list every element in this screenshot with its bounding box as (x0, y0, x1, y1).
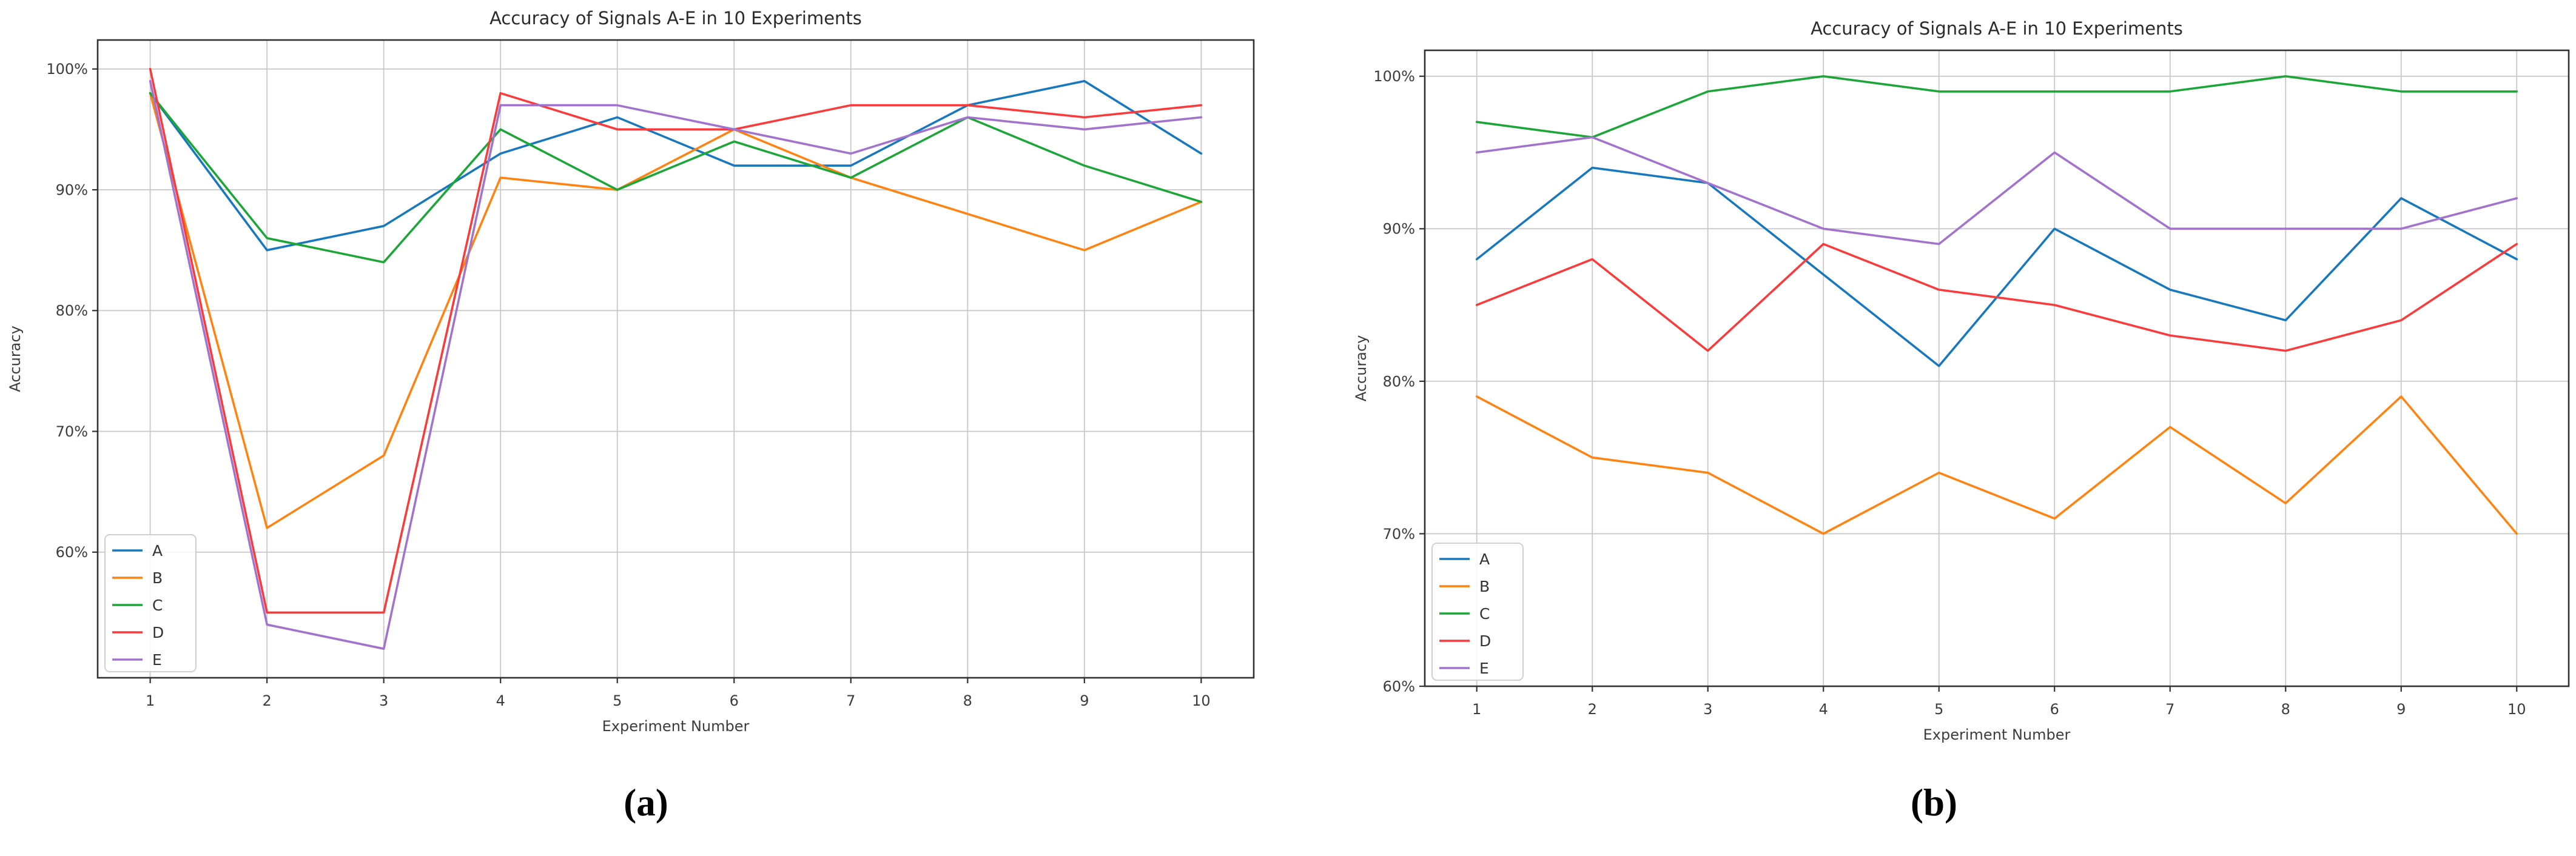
chart-a-caption: (a) (624, 781, 668, 824)
x-tick-label: 8 (2281, 701, 2290, 718)
x-tick-label: 10 (2507, 701, 2526, 718)
x-tick-label: 7 (2165, 701, 2174, 718)
x-tick-label: 1 (1472, 701, 1481, 718)
y-tick-label: 80% (56, 303, 88, 319)
series-E-line (149, 79, 1203, 650)
legend-label-A: A (1479, 550, 1490, 568)
series-A-line (149, 79, 1203, 252)
y-tick-label: 60% (1383, 678, 1415, 695)
x-tick-label: 6 (2050, 701, 2059, 718)
series-E-line (1475, 136, 2518, 246)
legend-label-D: D (152, 624, 164, 641)
legend-label-E: E (152, 651, 162, 669)
chart-b-canvas: 1 2 3 4 5 6 7 8 9 10 60% 70% 80% 90% 100% Accuracy of S… (1292, 0, 2576, 770)
legend-label-C: C (152, 597, 163, 614)
y-axis-label: Accuracy (1353, 335, 1370, 402)
y-tick-label: 100% (1373, 68, 1415, 85)
x-tick-label: 4 (496, 692, 505, 709)
series-B-line (1475, 395, 2518, 535)
legend-label-A: A (152, 542, 163, 560)
legend-label-C: C (1479, 605, 1490, 623)
x-tick-label: 9 (1080, 692, 1089, 709)
x-tick-label: 9 (2396, 701, 2406, 718)
legend-label-B: B (1479, 578, 1490, 595)
x-tick-label: 5 (1934, 701, 1943, 718)
y-tick-label: 60% (56, 544, 88, 561)
axis-ticks: 1 2 3 4 5 6 7 8 9 10 60% 70% 80% 90% 100% (1373, 68, 2526, 718)
y-tick-label: 100% (46, 61, 88, 78)
y-tick-label: 80% (1383, 373, 1415, 390)
x-axis-label: Experiment Number (1923, 726, 2071, 743)
x-tick-label: 1 (146, 692, 155, 709)
x-tick-label: 8 (963, 692, 972, 709)
y-tick-label: 70% (1383, 526, 1415, 543)
chart-a-figure: 1 2 3 4 5 6 7 8 9 10 60% 70% 80% 90% 100% Accuracy of S… (0, 0, 1292, 824)
gridlines (98, 40, 1254, 678)
series-C-line (149, 92, 1203, 264)
x-tick-label: 4 (1819, 701, 1828, 718)
x-tick-label: 5 (613, 692, 622, 709)
axis-ticks: 1 2 3 4 5 6 7 8 9 10 60% 70% 80% 90% 100% (46, 61, 1210, 709)
x-tick-label: 6 (730, 692, 739, 709)
x-tick-label: 3 (1703, 701, 1712, 718)
chart-b-caption: (b) (1911, 781, 1957, 824)
y-tick-label: 70% (56, 423, 88, 440)
chart-b-figure: 1 2 3 4 5 6 7 8 9 10 60% 70% 80% 90% 100% Accuracy of S… (1292, 0, 2576, 856)
y-axis-label: Accuracy (7, 326, 24, 392)
x-axis-label: Experiment Number (602, 718, 750, 735)
x-tick-label: 2 (1588, 701, 1597, 718)
legend-label-D: D (1479, 632, 1491, 650)
plot-border (1424, 49, 2570, 687)
x-tick-label: 2 (263, 692, 272, 709)
plot-border (96, 39, 1255, 679)
series-B-line (149, 92, 1203, 529)
chart-a-canvas: 1 2 3 4 5 6 7 8 9 10 60% 70% 80% 90% 100% Accuracy of S… (0, 0, 1292, 770)
series-D-line (1475, 242, 2518, 352)
chart-title: Accuracy of Signals A-E in 10 Experiment… (1811, 18, 2183, 39)
series-D-line (149, 68, 1203, 614)
series-C-line (1475, 75, 2518, 139)
x-tick-label: 3 (379, 692, 388, 709)
chart-title: Accuracy of Signals A-E in 10 Experiment… (489, 8, 862, 28)
y-tick-label: 90% (1383, 221, 1415, 238)
legend-label-B: B (152, 569, 163, 587)
legend-label-E: E (1479, 660, 1489, 677)
y-tick-label: 90% (56, 181, 88, 198)
x-tick-label: 10 (1192, 692, 1211, 709)
x-tick-label: 7 (846, 692, 855, 709)
